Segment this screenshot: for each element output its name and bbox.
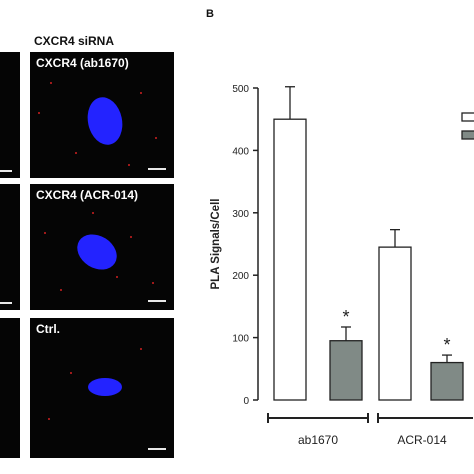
panel-label: CXCR4 (ab1670) — [36, 56, 129, 70]
nucleus — [88, 378, 122, 396]
bar — [273, 118, 307, 401]
panel-label: Ctrl. — [36, 322, 60, 336]
y-tick-label: 400 — [232, 146, 249, 157]
pla-dot — [38, 112, 40, 114]
pla-dot — [155, 137, 157, 139]
pla-dot — [70, 372, 72, 374]
scale-bar — [148, 300, 166, 302]
group-label: ACR-014 — [397, 433, 447, 447]
column-header: CXCR4 siRNA — [34, 34, 115, 48]
significance-marker: * — [342, 307, 349, 327]
micrograph-ctrl: Ctrl. — [30, 318, 174, 458]
pla-dot — [152, 282, 154, 284]
pla-dot — [75, 152, 77, 154]
y-tick-label: 200 — [232, 271, 249, 282]
bar — [329, 340, 363, 401]
y-tick-label: 0 — [243, 396, 249, 407]
pla-dot — [92, 212, 94, 214]
pla-dot — [44, 232, 46, 234]
panel-b-label: B — [206, 8, 214, 20]
pla-dot — [140, 92, 142, 94]
pla-dot — [130, 236, 132, 238]
scale-bar — [148, 448, 166, 450]
micrograph-acr014: CXCR4 (ACR-014) — [30, 184, 174, 310]
micrograph-ab1670: CXCR4 (ab1670) — [30, 52, 174, 178]
pla-dot — [128, 164, 130, 166]
y-tick-label: 500 — [232, 84, 249, 95]
scale-bar — [0, 302, 12, 304]
panel-label: CXCR4 (ACR-014) — [36, 188, 139, 202]
pla-dot — [48, 418, 50, 420]
group-label: ab1670 — [298, 433, 338, 447]
scale-bar — [0, 170, 12, 172]
y-axis-label: PLA Signals/Cell — [210, 199, 222, 290]
legend-swatch — [461, 112, 474, 122]
y-tick-label: 100 — [232, 334, 249, 345]
pla-dot — [60, 289, 62, 291]
cropped-panel-2 — [0, 184, 20, 310]
y-tick-label: 300 — [232, 209, 249, 220]
significance-marker: * — [443, 335, 450, 355]
cropped-panel-1 — [0, 52, 20, 178]
pla-dot — [140, 348, 142, 350]
cropped-panel-3 — [0, 318, 20, 458]
pla-dot — [50, 82, 52, 84]
scale-bar — [148, 168, 166, 170]
bar — [430, 361, 464, 401]
pla-dot — [116, 276, 118, 278]
bar — [378, 246, 412, 401]
legend-swatch — [461, 130, 474, 140]
